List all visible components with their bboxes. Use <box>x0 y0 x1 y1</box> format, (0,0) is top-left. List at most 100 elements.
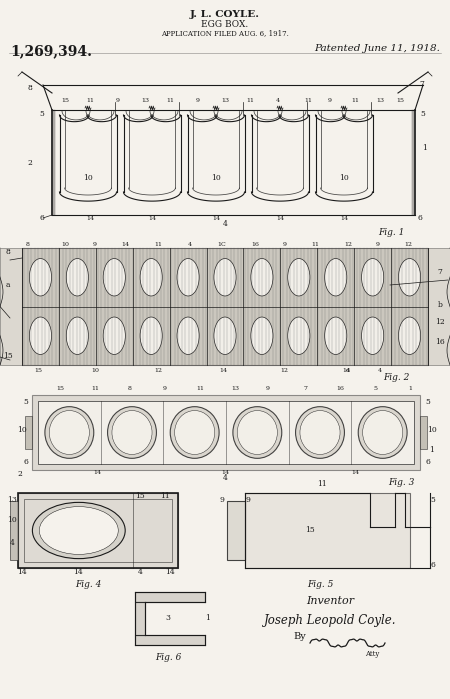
Text: 9: 9 <box>266 387 270 391</box>
Text: 10: 10 <box>61 241 69 247</box>
Text: 9: 9 <box>163 387 167 391</box>
Text: 4: 4 <box>188 241 192 247</box>
Ellipse shape <box>358 407 407 459</box>
Text: 16: 16 <box>251 241 259 247</box>
Text: 7: 7 <box>303 387 307 391</box>
Ellipse shape <box>296 407 344 459</box>
Text: 10: 10 <box>83 174 93 182</box>
Text: 11: 11 <box>86 97 94 103</box>
Ellipse shape <box>177 317 199 354</box>
Text: 14: 14 <box>73 568 83 576</box>
Bar <box>10 501 18 560</box>
Text: 9: 9 <box>116 97 120 103</box>
Ellipse shape <box>324 317 347 354</box>
Text: 5: 5 <box>373 387 377 391</box>
Text: 2: 2 <box>18 470 22 478</box>
Text: 5: 5 <box>426 398 431 406</box>
Ellipse shape <box>214 317 236 354</box>
Ellipse shape <box>288 317 310 354</box>
Bar <box>24 499 172 562</box>
Ellipse shape <box>324 259 347 296</box>
Text: 4: 4 <box>378 368 382 373</box>
Text: Atty: Atty <box>365 650 379 658</box>
Text: 13: 13 <box>376 97 384 103</box>
Text: 1C: 1C <box>218 241 226 247</box>
Text: J. L. COYLE.: J. L. COYLE. <box>190 10 260 19</box>
Text: 13: 13 <box>221 97 229 103</box>
Text: Fig. 1: Fig. 1 <box>378 228 405 237</box>
Text: 10: 10 <box>211 174 221 182</box>
Text: 1: 1 <box>423 144 427 152</box>
Ellipse shape <box>32 503 125 559</box>
Bar <box>135 635 205 645</box>
Text: 14: 14 <box>86 215 94 220</box>
Text: 14: 14 <box>351 470 359 475</box>
Text: 10: 10 <box>7 516 17 524</box>
Text: 14: 14 <box>148 215 156 220</box>
Text: Fig. 2: Fig. 2 <box>383 373 410 382</box>
Text: 5: 5 <box>40 110 45 118</box>
Text: 13: 13 <box>141 97 149 103</box>
Text: 11: 11 <box>304 97 312 103</box>
Ellipse shape <box>39 507 118 554</box>
Text: 12: 12 <box>280 368 288 373</box>
Text: 10: 10 <box>91 368 99 373</box>
Ellipse shape <box>251 259 273 296</box>
Bar <box>22 248 428 365</box>
Ellipse shape <box>29 317 52 354</box>
Text: 9: 9 <box>220 496 225 504</box>
Text: 4: 4 <box>276 97 280 103</box>
Text: 6: 6 <box>23 458 28 466</box>
Polygon shape <box>227 501 245 560</box>
Bar <box>0 248 22 365</box>
Text: By: By <box>293 632 306 641</box>
Text: 4: 4 <box>9 539 14 547</box>
Text: 14: 14 <box>219 368 227 373</box>
Text: 8: 8 <box>128 387 132 391</box>
Text: 15: 15 <box>34 368 42 373</box>
Text: 1: 1 <box>408 387 412 391</box>
Bar <box>32 395 420 470</box>
Text: 5: 5 <box>431 496 436 504</box>
Text: APPLICATION FILED AUG. 6, 1917.: APPLICATION FILED AUG. 6, 1917. <box>161 29 289 37</box>
Text: 9: 9 <box>246 496 251 504</box>
Text: 15: 15 <box>396 97 404 103</box>
Text: 15: 15 <box>3 352 13 360</box>
Text: 6: 6 <box>426 458 431 466</box>
Bar <box>18 493 178 568</box>
Ellipse shape <box>300 410 340 454</box>
Text: 11: 11 <box>91 387 99 391</box>
Text: EGG BOX.: EGG BOX. <box>202 20 248 29</box>
Text: 9: 9 <box>283 241 287 247</box>
Text: 4: 4 <box>138 568 143 576</box>
Text: 14: 14 <box>93 470 101 475</box>
Text: 7: 7 <box>437 268 442 276</box>
Bar <box>18 493 178 568</box>
Text: 8: 8 <box>26 241 30 247</box>
Text: 5: 5 <box>23 398 28 406</box>
Text: 11: 11 <box>160 492 170 500</box>
Ellipse shape <box>361 259 384 296</box>
Ellipse shape <box>29 259 52 296</box>
Ellipse shape <box>170 407 219 459</box>
Text: 14: 14 <box>342 368 350 373</box>
Text: 9: 9 <box>196 97 200 103</box>
Text: 9: 9 <box>328 97 332 103</box>
Ellipse shape <box>398 259 421 296</box>
Text: 6: 6 <box>40 214 45 222</box>
Ellipse shape <box>50 410 90 454</box>
Text: a: a <box>6 281 10 289</box>
Ellipse shape <box>237 410 277 454</box>
Text: 6: 6 <box>431 561 436 569</box>
Text: d: d <box>346 368 350 373</box>
Text: 11: 11 <box>154 241 162 247</box>
Ellipse shape <box>112 410 152 454</box>
Bar <box>420 416 427 449</box>
Text: 15: 15 <box>135 492 145 500</box>
Text: 13: 13 <box>231 387 239 391</box>
Text: 11: 11 <box>351 97 359 103</box>
Text: 11: 11 <box>196 387 204 391</box>
Ellipse shape <box>361 317 384 354</box>
Text: 9: 9 <box>376 241 380 247</box>
Ellipse shape <box>140 317 162 354</box>
